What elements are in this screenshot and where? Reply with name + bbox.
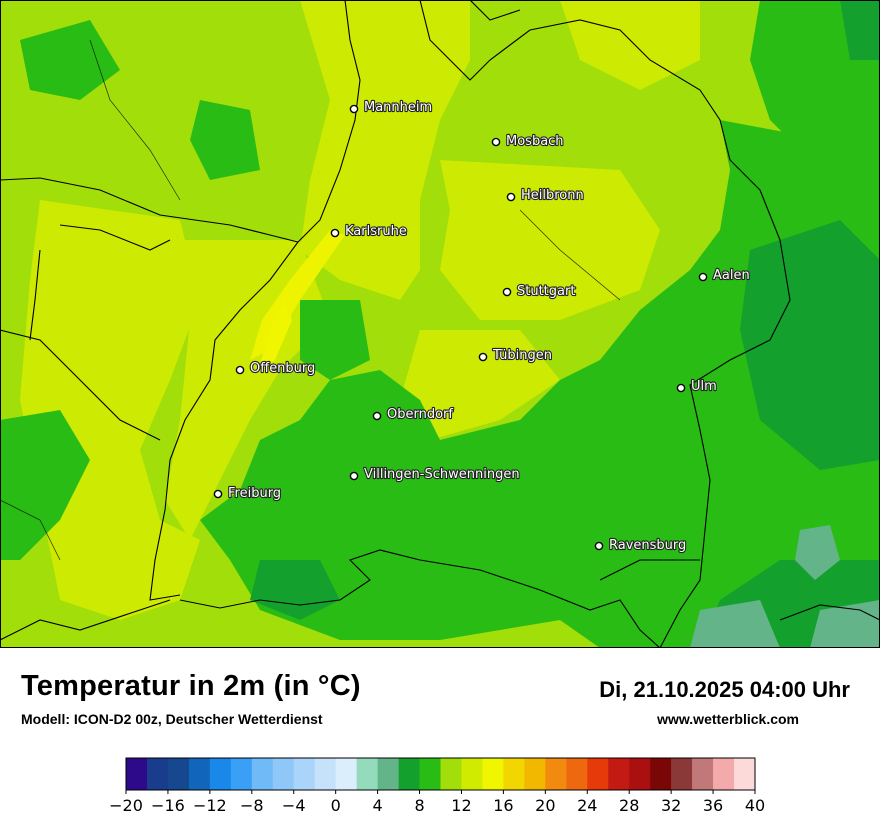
legend-tick-label: 36 — [703, 796, 723, 815]
legend-color-box — [377, 758, 399, 790]
legend-color-box — [629, 758, 651, 790]
legend-color-box — [734, 758, 756, 790]
legend-color-box — [293, 758, 315, 790]
legend-color-box — [524, 758, 546, 790]
borders — [0, 0, 880, 648]
legend-tick-label: 20 — [535, 796, 555, 815]
legend-color-box — [146, 758, 169, 790]
map-title: Temperatur in 2m (in °C) — [21, 670, 361, 702]
city-dot-karlsruhe — [330, 228, 340, 238]
legend-color-box — [566, 758, 588, 790]
legend-color-box — [650, 758, 672, 790]
legend-color-box — [587, 758, 609, 790]
city-dot-mosbach — [491, 137, 501, 147]
city-label-oberndorf: Oberndorf — [387, 407, 453, 422]
city-label-karlsruhe: Karlsruhe — [345, 224, 407, 239]
legend-color-box — [167, 758, 190, 790]
legend-tick-label: 28 — [619, 796, 639, 815]
legend-color-box — [482, 758, 504, 790]
legend-tick-labels: −20 −16 −12 −8 −4 0 4 8 12 16 20 24 28 32 36 40 — [109, 790, 765, 815]
city-dot-oberndorf — [372, 411, 382, 421]
legend-tick-label: 0 — [331, 796, 341, 815]
city-label-villingen-schwenningen: Villingen-Schwenningen — [364, 467, 520, 482]
city-label-heilbronn: Heilbronn — [521, 188, 584, 203]
legend-color-scale — [125, 757, 756, 791]
legend-color-box — [356, 758, 378, 790]
legend-tick-label: −4 — [282, 796, 306, 815]
legend-color-box — [209, 758, 232, 790]
city-label-freiburg: Freiburg — [228, 486, 281, 501]
city-dot-freiburg — [213, 489, 223, 499]
legend-tick-label: 12 — [451, 796, 471, 815]
legend-color-box — [461, 758, 483, 790]
legend-tick-label: 24 — [577, 796, 597, 815]
city-dot-heilbronn — [506, 192, 516, 202]
legend-color-box — [314, 758, 336, 790]
legend-tick-label: −20 — [109, 796, 143, 815]
city-label-ulm: Ulm — [691, 379, 717, 394]
legend-color-box — [188, 758, 211, 790]
city-label-offenburg: Offenburg — [250, 361, 315, 376]
city-dot-villingen-schwenningen — [349, 471, 359, 481]
legend-tick-label: −16 — [151, 796, 185, 815]
city-dot-mannheim — [349, 104, 359, 114]
legend-color-box — [440, 758, 462, 790]
legend-color-box — [503, 758, 525, 790]
city-label-mannheim: Mannheim — [364, 100, 432, 115]
legend-tick-label: −12 — [193, 796, 227, 815]
legend-tick-label: 4 — [373, 796, 383, 815]
city-label-aalen: Aalen — [713, 268, 750, 283]
legend-color-box — [272, 758, 295, 790]
legend-color-box — [671, 758, 693, 790]
legend-color-box — [126, 758, 148, 790]
forecast-datetime: Di, 21.10.2025 04:00 Uhr — [599, 677, 850, 702]
legend-tick-label: 8 — [414, 796, 424, 815]
city-dot-ulm — [676, 383, 686, 393]
model-source: Modell: ICON-D2 00z, Deutscher Wetterdie… — [21, 711, 323, 727]
city-dot-ravensburg — [594, 541, 604, 551]
legend-color-box — [713, 758, 735, 790]
legend-color-box — [692, 758, 714, 790]
legend-color-box — [335, 758, 357, 790]
legend-tick-label: 16 — [493, 796, 513, 815]
legend-tick-label: 32 — [661, 796, 681, 815]
legend-tick-label: −8 — [240, 796, 264, 815]
river-lines — [0, 39, 621, 561]
city-label-ravensburg: Ravensburg — [609, 538, 686, 553]
legend-color-box — [251, 758, 274, 790]
city-label-mosbach: Mosbach — [506, 134, 564, 149]
legend-color-box — [608, 758, 630, 790]
temperature-legend: −20 −16 −12 −8 −4 0 4 8 12 16 20 24 28 32 36 40 — [109, 757, 765, 815]
temperature-map: Mannheim Mosbach Heilbronn Karlsruhe Aal… — [0, 0, 880, 648]
legend-color-box — [419, 758, 441, 790]
legend-tick-label: 40 — [745, 796, 765, 815]
city-dot-offenburg — [235, 365, 245, 375]
legend-color-box — [398, 758, 420, 790]
city-markers: Mannheim Mosbach Heilbronn Karlsruhe Aal… — [213, 99, 751, 554]
city-label-tuebingen: Tübingen — [492, 348, 552, 363]
website-link[interactable]: www.wetterblick.com — [657, 711, 799, 727]
legend-color-box — [230, 758, 253, 790]
legend-frame — [125, 757, 756, 791]
mountain-patches — [690, 525, 880, 648]
city-dot-stuttgart — [502, 287, 512, 297]
city-label-stuttgart: Stuttgart — [517, 284, 575, 299]
city-dot-tuebingen — [478, 352, 488, 362]
city-dot-aalen — [698, 272, 708, 282]
legend-color-box — [545, 758, 567, 790]
